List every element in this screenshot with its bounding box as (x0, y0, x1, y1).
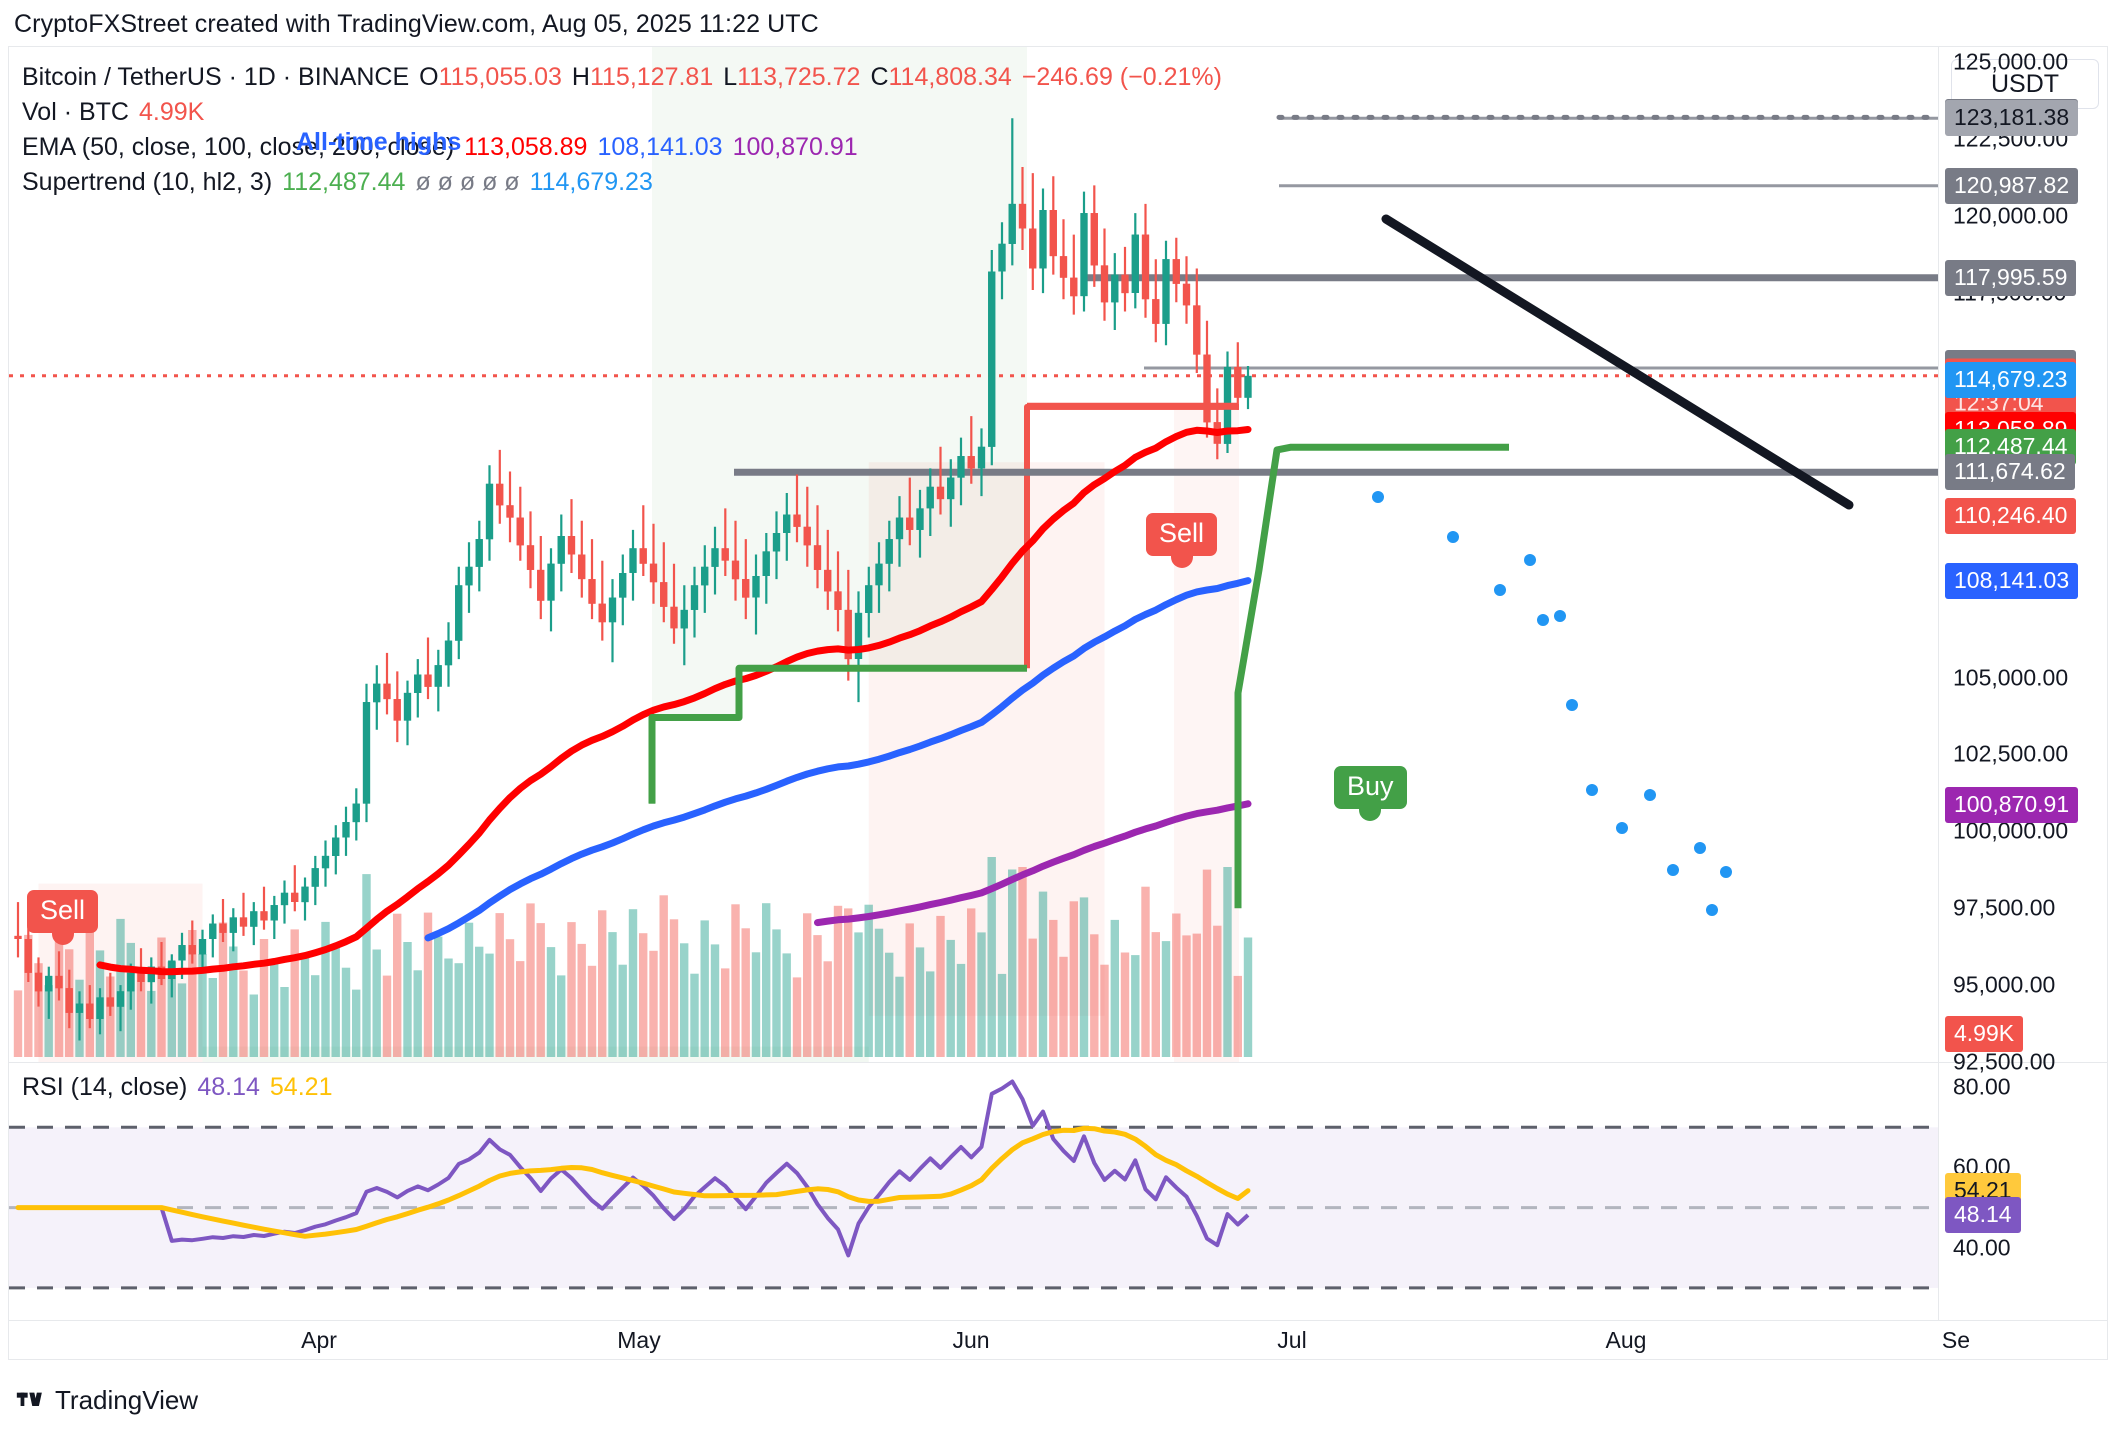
axis-divider (1938, 47, 1939, 1320)
pane-divider-1 (9, 1062, 2107, 1063)
price-axis-tick: 102,500.00 (1953, 740, 2069, 767)
all-time-highs-annotation[interactable]: All-time highs (296, 128, 462, 156)
time-axis-tick: Se (1941, 1327, 1971, 1353)
price-axis-pill[interactable]: 120,987.82 (1945, 167, 2079, 204)
time-axis-tick: May (617, 1327, 661, 1353)
price-axis-pill[interactable]: 123,181.38 (1945, 100, 2079, 137)
sell-marker-left[interactable]: Sell (27, 890, 99, 945)
time-axis[interactable]: Apr May Jun Jul Aug Se (9, 1321, 2107, 1359)
price-axis[interactable]: 125,000.00122,500.00120,000.00117,500.00… (1939, 47, 2107, 1075)
price-axis-tick: 97,500.00 (1953, 894, 2056, 921)
rsi-axis-tick: 80.00 (1953, 1073, 2011, 1100)
time-axis-tick: Jun (952, 1327, 990, 1353)
rsi-legend-ma: 54.21 (269, 1073, 333, 1101)
tradingview-watermark: TradingView (16, 1385, 198, 1416)
price-axis-tick: 95,000.00 (1953, 971, 2056, 998)
time-axis-tick: Jul (1277, 1327, 1307, 1353)
price-axis-pill[interactable]: 111,674.62 (1945, 454, 2075, 491)
rsi-legend-value: 48.14 (197, 1073, 260, 1101)
time-axis-tick: Apr (301, 1327, 337, 1353)
rsi-axis-tick: 40.00 (1953, 1234, 2011, 1261)
rsi-axis-pill[interactable]: 48.14 (1945, 1197, 2021, 1234)
rsi-legend: RSI (14, close) 48.14 54.21 (22, 1073, 332, 1102)
price-pane[interactable] (9, 47, 1938, 1062)
tradingview-label: TradingView (55, 1385, 199, 1415)
price-axis-tick: 105,000.00 (1953, 664, 2069, 691)
credit-line: CryptoFXStreet created with TradingView.… (14, 10, 819, 38)
tradingview-logo-icon (16, 1392, 42, 1406)
rsi-axis[interactable]: 80.00 60.00 40.00 54.21 48.14 (1939, 1063, 2107, 1320)
price-axis-pill[interactable]: 117,995.59 (1945, 259, 2077, 296)
pane-divider-2 (9, 1320, 2107, 1321)
price-axis-tick: 120,000.00 (1953, 202, 2069, 229)
buy-marker[interactable]: Buy (1334, 766, 1407, 821)
sell-marker-mid[interactable]: Sell (1146, 513, 1218, 568)
price-axis-pill[interactable]: 108,141.03 (1945, 562, 2079, 599)
rsi-pane[interactable] (9, 1063, 1938, 1320)
price-axis-pill[interactable]: 114,679.23 (1945, 361, 2077, 398)
rsi-legend-label[interactable]: RSI (14, close) (22, 1073, 188, 1101)
price-axis-pill[interactable]: 110,246.40 (1945, 498, 2077, 535)
price-axis-tick: 92,500.00 (1953, 1048, 2056, 1075)
time-axis-tick: Aug (1605, 1327, 1647, 1353)
price-axis-pill[interactable]: 4.99K (1945, 1016, 2024, 1053)
price-axis-pill[interactable]: 100,870.91 (1945, 786, 2079, 823)
price-axis-tick: 125,000.00 (1953, 48, 2069, 75)
